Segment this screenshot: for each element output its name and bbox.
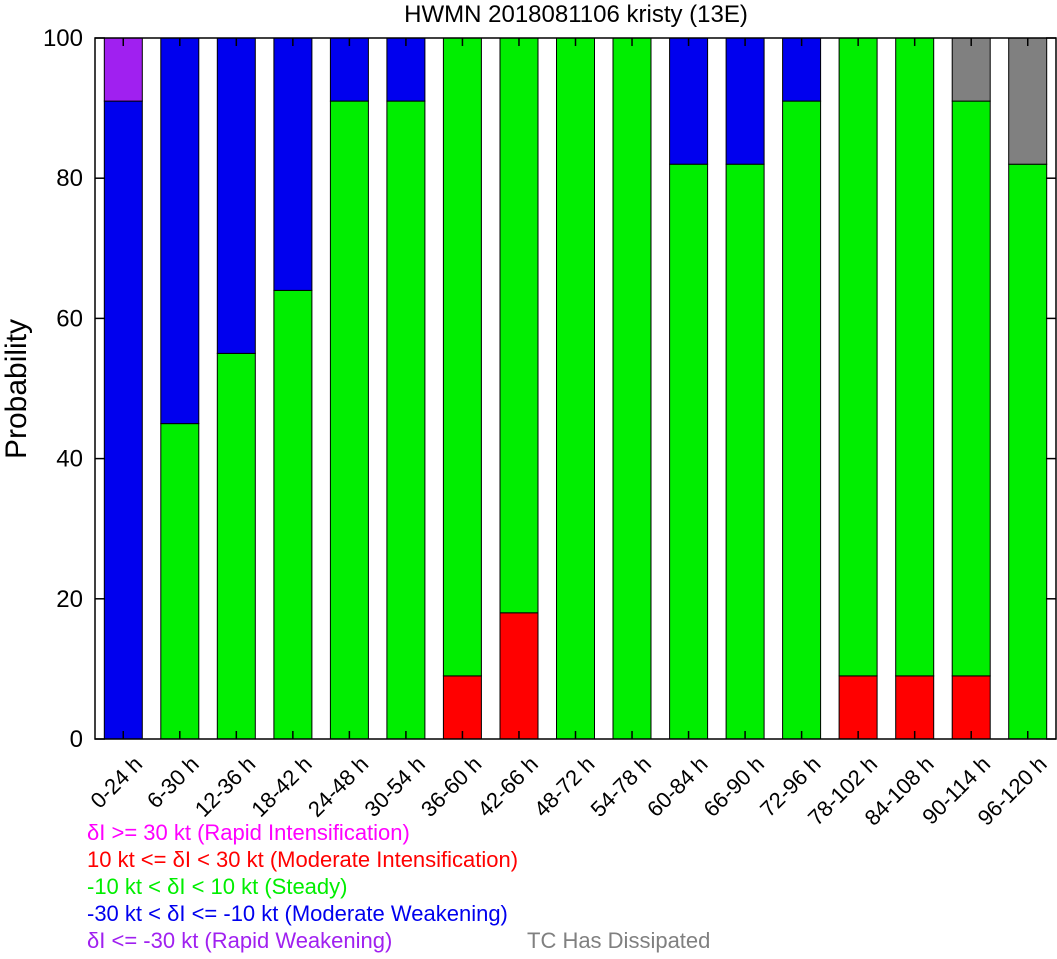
x-tick-label: 54-78 h — [586, 751, 656, 821]
bar-segment — [216, 37, 256, 354]
bar-segment — [669, 37, 709, 165]
bar-segment — [386, 37, 426, 102]
bar-segment — [386, 100, 426, 740]
bar-segment — [895, 37, 935, 677]
bar-segment — [273, 37, 313, 291]
legend-steady: -10 kt < δI < 10 kt (Steady) — [87, 874, 348, 899]
bar-segment — [612, 37, 652, 740]
bar-segment — [442, 37, 482, 677]
x-tick-label: 48-72 h — [529, 751, 599, 821]
legend-moderate-intensification: 10 kt <= δI < 30 kt (Moderate Intensific… — [87, 847, 519, 872]
y-tick-label: 60 — [56, 305, 83, 332]
x-tick-label: 0-24 h — [85, 751, 147, 813]
x-tick-label: 60-84 h — [642, 751, 712, 821]
x-tick-label: 30-54 h — [359, 751, 429, 821]
plot-frame — [94, 37, 1057, 740]
x-tick-label: 36-60 h — [416, 751, 486, 821]
y-ticks-layer: 0 20 40 60 80 100 — [43, 25, 1056, 753]
bar-segment — [160, 37, 200, 425]
bar-segment — [782, 100, 822, 740]
x-tick-label: 66-90 h — [699, 751, 769, 821]
chart-title: HWMN 2018081106 kristy (13E) — [404, 1, 748, 28]
bar-segment — [499, 37, 539, 614]
bars-layer — [103, 37, 1048, 740]
legend-rapid-weakening: δI <= -30 kt (Rapid Weakening) — [87, 928, 393, 953]
bar-segment — [329, 37, 369, 102]
bar-segment — [725, 163, 765, 740]
x-tick-label: 42-66 h — [473, 751, 543, 821]
y-tick-label: 80 — [56, 165, 83, 192]
y-tick-label: 40 — [56, 446, 83, 473]
bar-segment — [103, 100, 143, 740]
legend-dissipated: TC Has Dissipated — [527, 928, 711, 953]
bar-segment — [1008, 163, 1048, 740]
bar-segment — [951, 37, 991, 102]
bar-segment — [895, 675, 935, 740]
x-tick-label: 24-48 h — [303, 751, 373, 821]
bar-segment — [951, 675, 991, 740]
x-tick-label: 12-36 h — [190, 751, 260, 821]
y-tick-label: 20 — [56, 586, 83, 613]
y-tick-label: 100 — [43, 25, 83, 52]
bar-segment — [160, 423, 200, 740]
bar-segment — [669, 163, 709, 740]
bar-segment — [103, 37, 143, 102]
y-tick-label: 0 — [70, 726, 83, 753]
bar-segment — [782, 37, 822, 102]
bar-segment — [273, 289, 313, 740]
legend-rapid-intensification: δI >= 30 kt (Rapid Intensification) — [87, 820, 410, 845]
legend-moderate-weakening: -30 kt < δI <= -10 kt (Moderate Weakenin… — [87, 901, 508, 926]
bar-segment — [329, 100, 369, 740]
bar-segment — [838, 675, 878, 740]
y-axis-label: Probability — [0, 319, 33, 459]
bar-segment — [1008, 37, 1048, 165]
bar-segment — [838, 37, 878, 677]
bar-segment — [216, 352, 256, 740]
bar-segment — [499, 612, 539, 740]
bar-segment — [442, 675, 482, 740]
bar-segment — [556, 37, 595, 740]
bar-segment — [725, 37, 765, 165]
x-tick-label: 18-42 h — [246, 751, 316, 821]
bar-segment — [951, 100, 991, 677]
